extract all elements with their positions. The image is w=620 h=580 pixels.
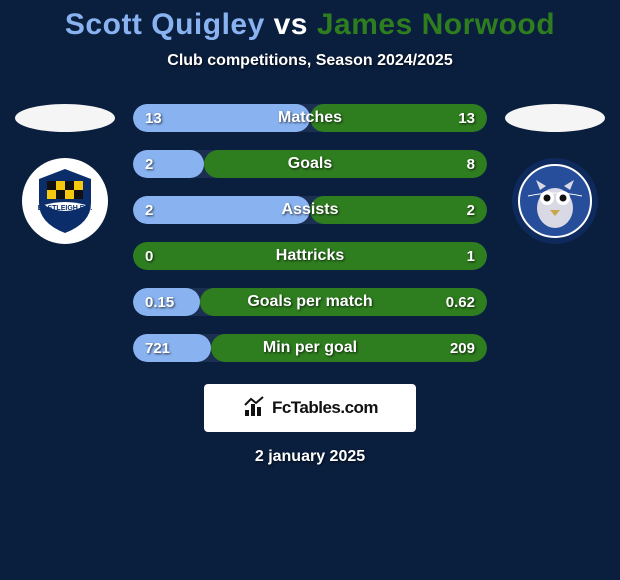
svg-text:EASTLEIGH F.C.: EASTLEIGH F.C.	[38, 205, 93, 212]
stat-row: 0 1 Hattricks	[133, 242, 487, 270]
stat-value-right: 13	[458, 110, 475, 127]
stat-value-right: 0.62	[446, 294, 475, 311]
stat-row: 0.15 0.62 Goals per match	[133, 288, 487, 316]
page-title: Scott Quigley vs James Norwood	[0, 8, 620, 42]
footer-brand-box[interactable]: FcTables.com	[204, 384, 416, 432]
stat-value-right: 2	[467, 202, 475, 219]
player2-club-badge	[512, 158, 598, 244]
player2-avatar-placeholder	[505, 104, 605, 132]
stat-row: 13 13 Matches	[133, 104, 487, 132]
stat-label: Goals	[288, 155, 332, 173]
player2-name: James Norwood	[317, 8, 555, 41]
stats-column: 13 13 Matches 2 8 Goals 2 2 Assists 0 1 Hattricks 0.…	[133, 104, 487, 362]
main-content: EASTLEIGH F.C. 13 13 Matches 2 8 Goals 2 2 Assis…	[0, 104, 620, 362]
stat-fill-right	[204, 150, 487, 178]
footer-brand-text: FcTables.com	[272, 398, 378, 418]
stat-value-left: 0.15	[145, 294, 174, 311]
stat-value-right: 8	[467, 156, 475, 173]
stat-fill-left	[133, 150, 204, 178]
stat-label: Goals per match	[247, 293, 372, 311]
stat-value-left: 0	[145, 248, 153, 265]
stat-row: 721 209 Min per goal	[133, 334, 487, 362]
stat-label: Assists	[282, 201, 339, 219]
player1-avatar-placeholder	[15, 104, 115, 132]
stat-value-left: 13	[145, 110, 162, 127]
left-side: EASTLEIGH F.C.	[15, 104, 115, 244]
stat-value-left: 2	[145, 202, 153, 219]
stat-label: Hattricks	[276, 247, 344, 265]
subtitle: Club competitions, Season 2024/2025	[0, 52, 620, 70]
stat-value-left: 2	[145, 156, 153, 173]
right-side	[505, 104, 605, 244]
oldham-crest-icon	[516, 162, 594, 240]
stat-row: 2 8 Goals	[133, 150, 487, 178]
player1-name: Scott Quigley	[65, 8, 265, 41]
date-label: 2 january 2025	[0, 448, 620, 466]
stat-row: 2 2 Assists	[133, 196, 487, 224]
comparison-card: Scott Quigley vs James Norwood Club comp…	[0, 0, 620, 466]
stat-label: Min per goal	[263, 339, 357, 357]
eastleigh-crest-icon: EASTLEIGH F.C.	[29, 165, 101, 237]
vs-separator: vs	[274, 8, 308, 41]
stat-value-right: 1	[467, 248, 475, 265]
stat-label: Matches	[278, 109, 342, 127]
stat-value-left: 721	[145, 340, 170, 357]
chart-icon	[242, 396, 266, 420]
player1-club-badge: EASTLEIGH F.C.	[22, 158, 108, 244]
stat-value-right: 209	[450, 340, 475, 357]
